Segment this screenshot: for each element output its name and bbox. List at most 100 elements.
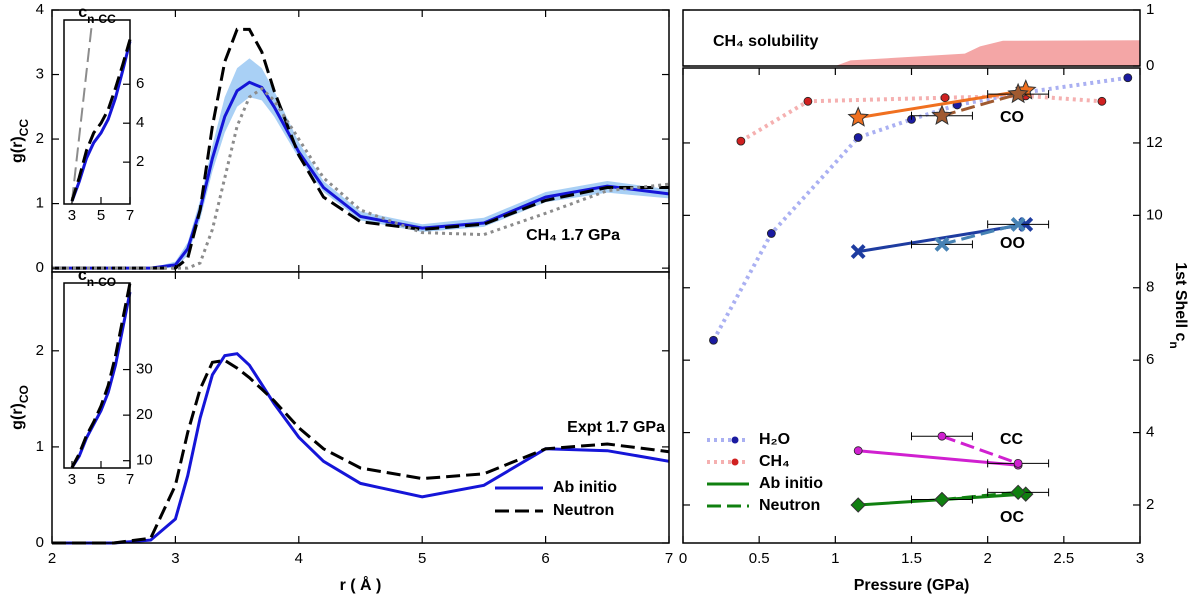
plot-background	[52, 272, 669, 543]
series-label: CO	[1000, 109, 1024, 126]
series-line	[52, 27, 669, 270]
y-tick-label: 4	[36, 1, 44, 18]
y-axis-title-sub: CC	[17, 119, 31, 137]
series-label: OC	[1000, 509, 1024, 526]
star-marker	[931, 104, 953, 125]
y-tick-label: 2	[136, 153, 144, 170]
x-tick-label: 3	[1136, 550, 1144, 567]
x-tick-label: 1.5	[901, 550, 922, 567]
series-line	[941, 434, 1019, 465]
y-tick-label: 20	[136, 406, 153, 423]
circle-marker	[766, 229, 776, 238]
inset-title: cn-CC	[78, 4, 116, 26]
annotation: Expt 1.7 GPa	[567, 419, 665, 436]
y-tick-label: 2	[36, 130, 44, 147]
x-marker	[934, 236, 950, 252]
y-tick-label: 1	[36, 438, 44, 455]
y-axis-title: g(r)CC	[9, 119, 31, 163]
circle-marker	[853, 446, 863, 456]
series-line	[71, 19, 94, 202]
circle-marker	[853, 133, 863, 142]
y-tick-label: 12	[1146, 134, 1163, 151]
star-marker	[847, 106, 869, 127]
y-axis-title-main: g(r)	[9, 136, 26, 163]
x-tick-label: 0	[679, 550, 687, 567]
y-tick-label: 0	[1146, 57, 1154, 74]
x-tick-label: 5	[418, 550, 426, 567]
diamond-marker	[1010, 484, 1026, 501]
legend-marker	[731, 436, 739, 444]
x-tick-label: 4	[295, 550, 303, 567]
y-tick-label: 0	[36, 259, 44, 276]
y-tick-label: 1	[1146, 1, 1154, 18]
x-tick-label: 5	[97, 471, 105, 488]
legend-label: H₂O	[759, 431, 790, 448]
x-axis-title: Pressure (GPa)	[854, 577, 970, 594]
inset-title: cn-CO	[78, 267, 116, 289]
y-tick-label: 8	[1146, 279, 1154, 296]
series-line	[739, 93, 1103, 143]
series-line	[858, 449, 1019, 467]
inset-title-main: c	[78, 4, 87, 21]
legend-label: CH₄	[759, 453, 790, 470]
series-line	[70, 282, 132, 469]
y-tick-label: 0	[36, 534, 44, 551]
inset-title-sub: n-CC	[87, 12, 116, 26]
series-line	[941, 490, 1019, 502]
circle-marker	[803, 96, 813, 106]
series-line	[52, 86, 670, 270]
series-label: CC	[1000, 431, 1024, 448]
y-axis-title-sub: CO	[17, 385, 31, 403]
x-marker	[850, 244, 866, 259]
y-tick-label: 4	[1146, 424, 1154, 441]
series-line	[857, 88, 1027, 120]
x-tick-label: 7	[126, 207, 134, 224]
legend-marker	[731, 458, 739, 466]
y-axis-title-main: 1st Shell c	[1172, 262, 1189, 341]
series-line	[52, 358, 670, 545]
x-tick-label: 7	[126, 471, 134, 488]
y-tick-label: 3	[36, 66, 44, 83]
legend-label: Ab initio	[553, 479, 617, 496]
x-tick-label: 6	[541, 550, 549, 567]
x-tick-label: 3	[68, 207, 76, 224]
plot-background	[52, 10, 669, 272]
y-tick-label: 30	[136, 361, 153, 378]
x-tick-label: 3	[171, 550, 179, 567]
inset-title-main: c	[78, 267, 87, 284]
plot-frame	[63, 282, 131, 469]
circle-marker	[709, 335, 718, 345]
x-marker	[1010, 216, 1026, 232]
x-tick-label: 1	[831, 550, 839, 567]
y-axis-title-sub: n	[1167, 341, 1181, 348]
y-axis-title-main: g(r)	[9, 403, 26, 430]
plot-frame	[682, 9, 1141, 67]
inset-background	[64, 283, 130, 468]
area-title: CH₄ solubility	[713, 33, 819, 50]
circle-marker	[1097, 96, 1107, 106]
star-marker	[1007, 82, 1029, 104]
y-tick-label: 10	[136, 452, 153, 469]
diamond-marker	[850, 497, 866, 513]
y-tick-label: 2	[1146, 496, 1154, 513]
legend-label: Neutron	[759, 497, 820, 514]
series-line	[857, 222, 1027, 254]
y-axis-title: 1st Shell cn	[1167, 262, 1189, 349]
circle-marker	[940, 93, 950, 103]
circle-marker	[736, 136, 746, 146]
inset-title-sub: n-CO	[87, 275, 116, 289]
plot-frame	[51, 271, 670, 544]
x-tick-label: 2	[48, 550, 56, 567]
series-line	[70, 39, 132, 202]
y-tick-label: 4	[136, 114, 144, 131]
y-tick-label: 6	[1146, 351, 1154, 368]
y-tick-label: 2	[36, 342, 44, 359]
series-line	[941, 222, 1019, 246]
x-tick-label: 0.5	[749, 550, 770, 567]
legend-label: Neutron	[553, 502, 614, 519]
circle-marker	[1123, 73, 1133, 83]
x-tick-label: 7	[665, 550, 673, 567]
y-tick-label: 6	[136, 75, 144, 92]
x-tick-label: 2	[983, 550, 991, 567]
